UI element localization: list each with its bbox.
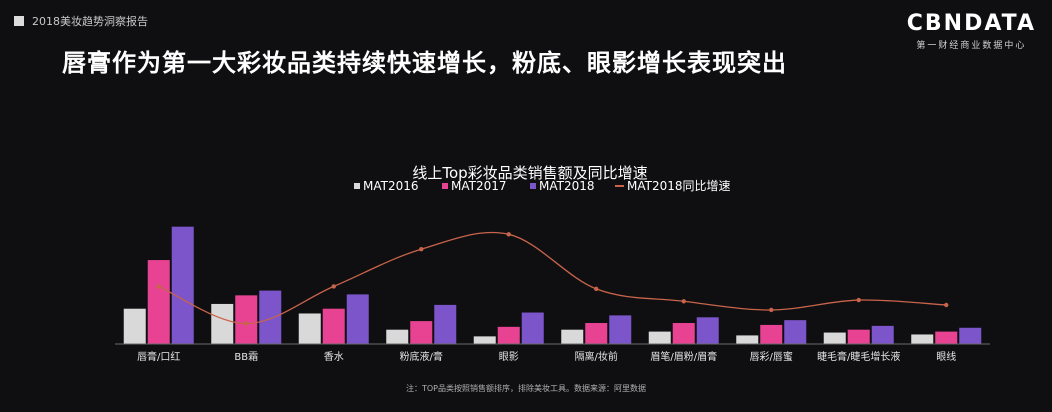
chart-legend: MAT2016 MAT2017 MAT2018 MAT2018同比增速	[354, 179, 731, 193]
cbndata-logo: CBNDATA 第一财经商业数据中心	[906, 11, 1036, 52]
bar-mat2017-7	[760, 324, 783, 344]
legend-swatch-mat2016	[354, 183, 360, 189]
bar-mat2016-0	[123, 308, 146, 344]
bar-mat2017-6	[672, 323, 695, 344]
logo-brand: CBNDATA	[906, 11, 1036, 36]
x-tick-label: 唇彩/唇蜜	[750, 350, 793, 363]
bar-mat2018-4	[521, 312, 544, 344]
growth-line-group	[156, 231, 949, 326]
bar-mat2018-9	[959, 327, 982, 344]
x-tick-label: 眉笔/眉粉/眉膏	[650, 350, 717, 363]
bar-mat2017-1	[235, 295, 258, 344]
x-tick-label: 眼线	[936, 350, 956, 363]
page-headline: 唇膏作为第一大彩妆品类持续快速增长，粉底、眼影增长表现突出	[62, 49, 787, 77]
x-tick-label: BB霜	[234, 351, 258, 363]
x-axis-labels: 唇膏/口红 BB霜 香水 粉底液/膏 眼影 隔离/妆前 眉笔/眉粉/眉膏 唇彩/唇蜜 睫毛膏/睫…	[137, 350, 956, 363]
bar-mat2017-0	[147, 260, 170, 344]
bar-mat2017-5	[585, 323, 608, 344]
report-tag-text: 2018美妆趋势洞察报告	[32, 15, 148, 28]
bar-mat2016-6	[648, 331, 671, 344]
bar-mat2018-7	[784, 320, 807, 344]
bar-mat2018-1	[259, 290, 282, 344]
bar-mat2016-4	[473, 336, 496, 344]
legend-swatch-mat2017	[442, 183, 448, 189]
bar-mat2018-8	[871, 325, 894, 344]
bar-mat2017-9	[935, 331, 958, 344]
x-tick-label: 眼影	[499, 351, 519, 363]
legend-label: MAT2016	[363, 179, 419, 193]
growth-point-9	[944, 302, 949, 308]
bar-mat2017-8	[847, 329, 870, 344]
x-tick-label: 香水	[324, 351, 344, 363]
x-tick-label: 隔离/妆前	[575, 350, 618, 363]
growth-point-1	[244, 321, 249, 326]
growth-point-2	[331, 284, 336, 289]
growth-line	[158, 231, 947, 325]
bar-mat2017-3	[410, 321, 433, 344]
bar-mat2016-7	[736, 335, 759, 344]
x-tick-label: 粉底液/膏	[400, 350, 443, 363]
bar-mat2018-6	[696, 317, 719, 344]
bar-mat2018-5	[609, 315, 632, 344]
growth-point-8	[856, 297, 861, 303]
chart-title: 线上Top彩妆品类销售额及同比增速	[412, 164, 647, 182]
report-tag: 2018美妆趋势洞察报告	[14, 13, 148, 29]
bar-mat2017-4	[497, 326, 520, 344]
growth-point-7	[769, 307, 774, 313]
bar-group	[123, 226, 982, 344]
footnote: 注：TOP品类按照销售额排序，排除美妆工具。数据来源：阿里数据	[405, 384, 646, 393]
bar-mat2016-2	[298, 313, 321, 344]
bar-mat2018-3	[434, 304, 457, 344]
legend-label: MAT2018	[539, 179, 595, 193]
report-tag-square-icon	[14, 16, 24, 26]
x-tick-label: 唇膏/口红	[137, 350, 180, 363]
legend-label: MAT2018同比增速	[627, 179, 731, 193]
legend-swatch-mat2018	[530, 183, 536, 189]
growth-point-5	[594, 286, 599, 292]
x-tick-label: 睫毛膏/睫毛增长液	[817, 350, 900, 363]
bar-mat2016-8	[823, 332, 846, 344]
growth-point-3	[419, 247, 424, 252]
growth-point-4	[506, 232, 511, 237]
bar-mat2016-9	[911, 334, 934, 344]
bar-mat2016-1	[211, 303, 234, 344]
growth-point-0	[156, 284, 161, 289]
bar-mat2018-2	[346, 294, 369, 344]
bar-mat2017-2	[322, 308, 345, 344]
legend-label: MAT2017	[451, 179, 507, 193]
bar-mat2016-3	[386, 329, 409, 344]
bar-mat2016-5	[561, 329, 584, 344]
growth-point-6	[681, 299, 686, 304]
bar-mat2018-0	[171, 226, 194, 344]
logo-tagline: 第一财经商业数据中心	[916, 41, 1027, 51]
